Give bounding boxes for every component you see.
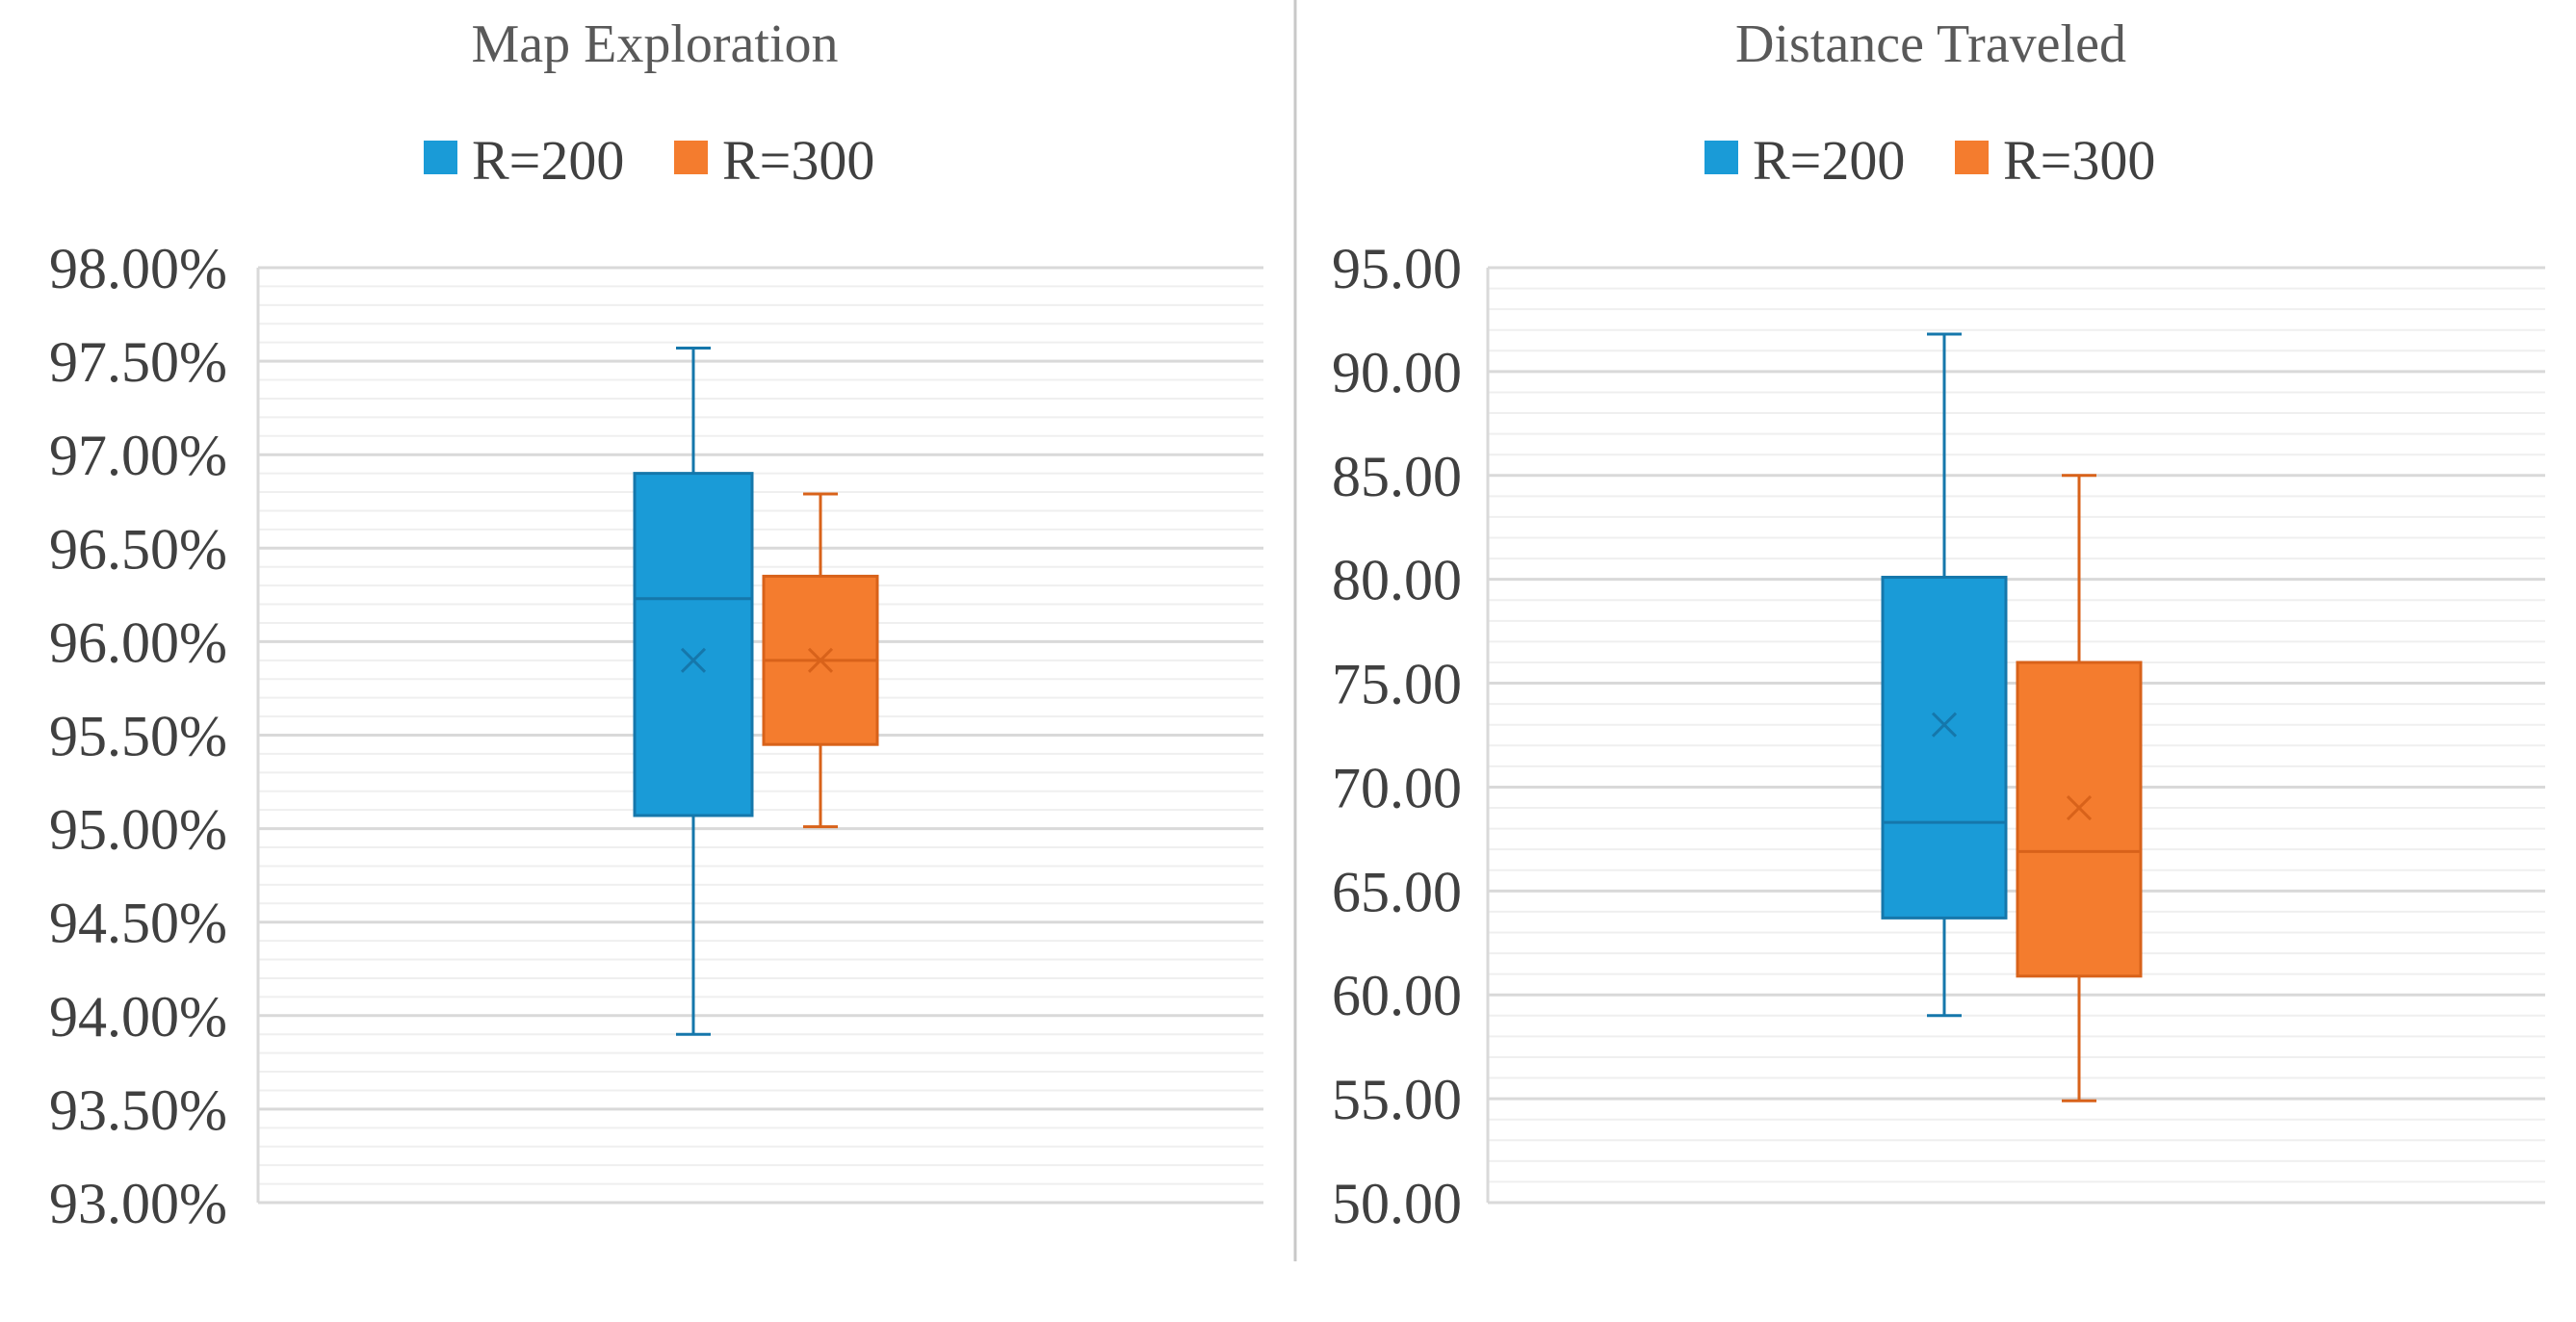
box-r200 (633, 472, 754, 817)
legend-label-r300: R=300 (2003, 129, 2155, 192)
legend-label-r200: R=200 (472, 129, 624, 192)
legend: R=200 R=300 (424, 129, 874, 192)
y-tick-label: 80.00 (1332, 549, 1462, 612)
y-tick-label: 96.00% (49, 610, 227, 674)
legend-swatch-r200 (424, 141, 457, 174)
plot-area: 50.00 55.00 60.00 65.00 70.00 75.00 80.00 85.00… (1332, 237, 2545, 1235)
chart-distance-traveled: Distance Traveled R=200 R=300 50.00 55.00… (1332, 14, 2545, 1235)
chart-title: Map Exploration (471, 14, 838, 74)
legend-label-r300: R=300 (722, 129, 874, 192)
y-tick-label: 93.00% (49, 1172, 227, 1235)
y-tick-label: 60.00 (1332, 964, 1462, 1027)
y-tick-label: 96.50% (49, 517, 227, 581)
y-tick-label: 90.00 (1332, 341, 1462, 404)
y-tick-label: 94.50% (49, 892, 227, 955)
box-r200 (1881, 576, 2008, 920)
y-tick-label: 85.00 (1332, 445, 1462, 508)
mean-marker-r300 (807, 647, 834, 673)
legend-swatch-r200 (1704, 141, 1738, 174)
legend: R=200 R=300 (1704, 129, 2155, 192)
mean-marker-r200 (1931, 712, 1958, 738)
chart-map-exploration: Map Exploration R=200 R=300 93.00% 93.50%… (49, 14, 1263, 1235)
y-tick-label: 50.00 (1332, 1172, 1462, 1235)
y-tick-label: 94.00% (49, 985, 227, 1049)
y-tick-label: 70.00 (1332, 756, 1462, 819)
mean-marker-r300 (2066, 794, 2093, 821)
y-tick-label: 98.00% (49, 237, 227, 300)
y-tick-label: 65.00 (1332, 860, 1462, 923)
y-tick-label: 95.50% (49, 705, 227, 768)
y-tick-label: 55.00 (1332, 1068, 1462, 1131)
chart-title: Distance Traveled (1735, 14, 2126, 74)
y-tick-label: 93.50% (49, 1078, 227, 1142)
y-tick-label: 97.00% (49, 424, 227, 487)
legend-swatch-r300 (674, 141, 708, 174)
mean-marker-r200 (680, 647, 707, 673)
y-tick-label: 95.00% (49, 798, 227, 862)
y-tick-label: 97.50% (49, 330, 227, 394)
box-r300 (2016, 661, 2143, 978)
legend-swatch-r300 (1955, 141, 1989, 174)
legend-label-r200: R=200 (1753, 129, 1905, 192)
plot-area: 93.00% 93.50% 94.00% 94.50% 95.00% 95.50% 96.0… (49, 237, 1263, 1235)
y-tick-label: 75.00 (1332, 653, 1462, 716)
y-tick-label: 95.00 (1332, 237, 1462, 300)
